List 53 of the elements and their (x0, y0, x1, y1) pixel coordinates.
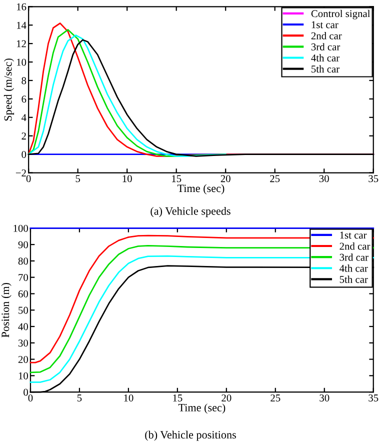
y-tick-label: 40 (18, 323, 28, 330)
y-tick-label: 50 (18, 306, 28, 314)
y-tick-label: 80 (18, 258, 28, 265)
y-tick-label: 100 (14, 224, 28, 232)
y-tick-label: 70 (18, 274, 28, 282)
x-axis-title: Time (sec) (177, 184, 224, 194)
x-tick-label: 35 (368, 175, 378, 182)
legend-label: 4th car (311, 54, 340, 62)
x-tick-label: 25 (270, 175, 280, 182)
x-tick-label: 0 (28, 394, 33, 402)
x-tick-label: 35 (368, 394, 378, 402)
legend-label: 3rd car (311, 43, 340, 50)
x-tick-label: 5 (76, 175, 80, 182)
legend-label: 2nd car (311, 32, 342, 40)
x-axis-title: Time (sec) (178, 404, 226, 414)
x-tick-label: 30 (319, 175, 329, 182)
x-tick-label: 15 (172, 175, 182, 182)
y-tick-label: 8 (22, 77, 26, 84)
y-tick-label: 6 (22, 96, 26, 103)
y-tick-label: 0 (22, 151, 26, 158)
y-tick-label: 90 (18, 241, 28, 248)
x-tick-label: 20 (220, 175, 230, 182)
x-tick-label: 20 (222, 394, 232, 402)
legend-label: 4th car (340, 264, 368, 272)
y-tick-label: 16 (16, 3, 26, 10)
x-tick-label: 5 (77, 394, 82, 402)
x-tick-label: 30 (320, 394, 330, 402)
legend-label: 5th car (312, 65, 340, 73)
y-tick-label: 10 (18, 372, 28, 380)
legend-label: 2nd car (340, 242, 370, 250)
legend-label: Control signal (311, 10, 370, 20)
y-tick-label: −2 (16, 169, 26, 176)
x-tick-label: 15 (173, 394, 182, 402)
y-tick-label: 14 (16, 22, 26, 29)
y-tick-label: 20 (18, 356, 28, 363)
y-axis-title: Speed (m/sec) (4, 58, 14, 121)
legend-label: 5th car (340, 276, 368, 283)
y-tick-label: 4 (21, 114, 26, 122)
y-tick-label: 2 (22, 132, 26, 140)
x-tick-label: 25 (270, 394, 280, 402)
x-tick-label: 10 (124, 394, 134, 402)
y-tick-label: 10 (16, 58, 26, 66)
y-axis-title: Position (m) (1, 282, 12, 338)
legend-label: 1st car (312, 21, 338, 28)
y-tick-label: 30 (18, 340, 28, 347)
y-tick-label: 12 (16, 40, 26, 48)
text: (a) Vehicle speeds (150, 206, 230, 218)
legend-label: 1st car (340, 232, 367, 239)
y-tick-label: 60 (18, 290, 28, 298)
legend-label: 3rd car (340, 253, 368, 261)
y-tick-label: 0 (24, 388, 28, 396)
x-tick-label: 10 (122, 175, 132, 182)
text: (b) Vehicle positions (145, 430, 236, 441)
